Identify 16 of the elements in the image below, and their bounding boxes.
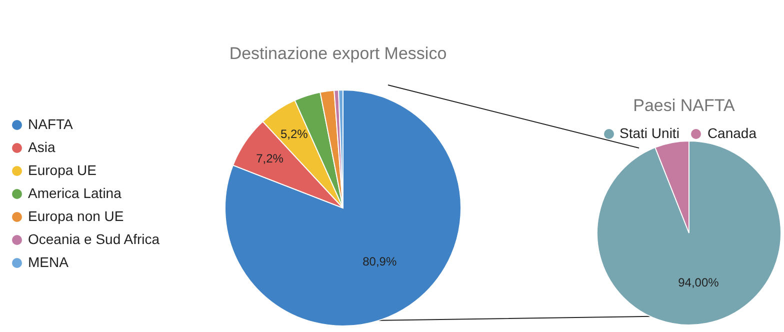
legend-label: Canada bbox=[707, 124, 756, 143]
legend-label: Oceania e Sud Africa bbox=[28, 230, 160, 249]
chart-title: Paesi NAFTA bbox=[632, 96, 736, 116]
data-label: 7,2% bbox=[256, 151, 284, 166]
legend-label: NAFTA bbox=[28, 115, 73, 134]
legend-label: America Latina bbox=[28, 184, 122, 203]
legend-label: MENA bbox=[28, 253, 68, 272]
data-label: 80,9% bbox=[362, 254, 397, 269]
legend-label: Asia bbox=[28, 138, 56, 157]
pie-slice bbox=[596, 140, 782, 326]
legend-label: Europa UE bbox=[28, 161, 96, 180]
legend-label: Stati Uniti bbox=[620, 124, 680, 143]
legend-label: Europa non UE bbox=[28, 207, 124, 226]
chart-title: Destinazione export Messico bbox=[228, 44, 448, 64]
data-label: 94,00% bbox=[678, 276, 720, 290]
data-label: 5,2% bbox=[280, 127, 308, 142]
